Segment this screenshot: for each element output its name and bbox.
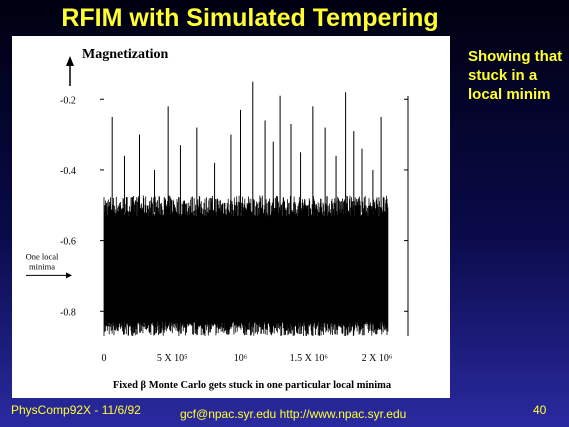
x-tick-label: 2 X 10⁶	[362, 353, 393, 364]
x-axis-label: Fixed β Monte Carlo gets stuck in one pa…	[113, 380, 392, 391]
trace-spikes	[111, 81, 382, 213]
annotation-label-cont: minima	[29, 261, 55, 271]
y-axis-arrowhead	[66, 56, 74, 66]
annotation-label: One local	[26, 251, 59, 261]
chart-title: Magnetization	[82, 47, 169, 62]
annotation-arrowhead	[66, 272, 72, 279]
y-tick-label: -0.4	[60, 166, 76, 177]
x-tick-label: 1.5 X 10⁶	[290, 353, 329, 364]
y-tick-label: -0.8	[60, 307, 76, 318]
x-tick-label: 10⁶	[234, 353, 248, 364]
y-tick-label: -0.6	[60, 237, 76, 248]
trace-band	[103, 195, 389, 336]
footer-contact: gcf@npac.syr.edu http://www.npac.syr.edu	[180, 407, 407, 421]
slide-title: RFIM with Simulated Tempering	[61, 4, 439, 32]
magnetization-chart: -0.2 -0.4 -0.6 -0.8 0 5 X 10⁵ 10⁶ 1.5 X 10⁶ 2 X …	[26, 47, 409, 391]
x-tick-label: 0	[102, 353, 107, 364]
side-note: Showing that stuck in a local minim	[468, 48, 563, 103]
footer-course: PhysComp92X - 11/6/92	[11, 403, 141, 417]
figure-panel: -0.2 -0.4 -0.6 -0.8 0 5 X 10⁵ 10⁶ 1.5 X 10⁶ 2 X …	[12, 36, 450, 398]
band-core	[104, 230, 388, 308]
y-tick-label: -0.2	[60, 95, 76, 106]
page-number: 40	[533, 403, 547, 417]
axes: -0.2 -0.4 -0.6 -0.8 0 5 X 10⁵ 10⁶ 1.5 X 10⁶ 2 X …	[60, 95, 409, 364]
x-tick-label: 5 X 10⁵	[157, 353, 188, 364]
